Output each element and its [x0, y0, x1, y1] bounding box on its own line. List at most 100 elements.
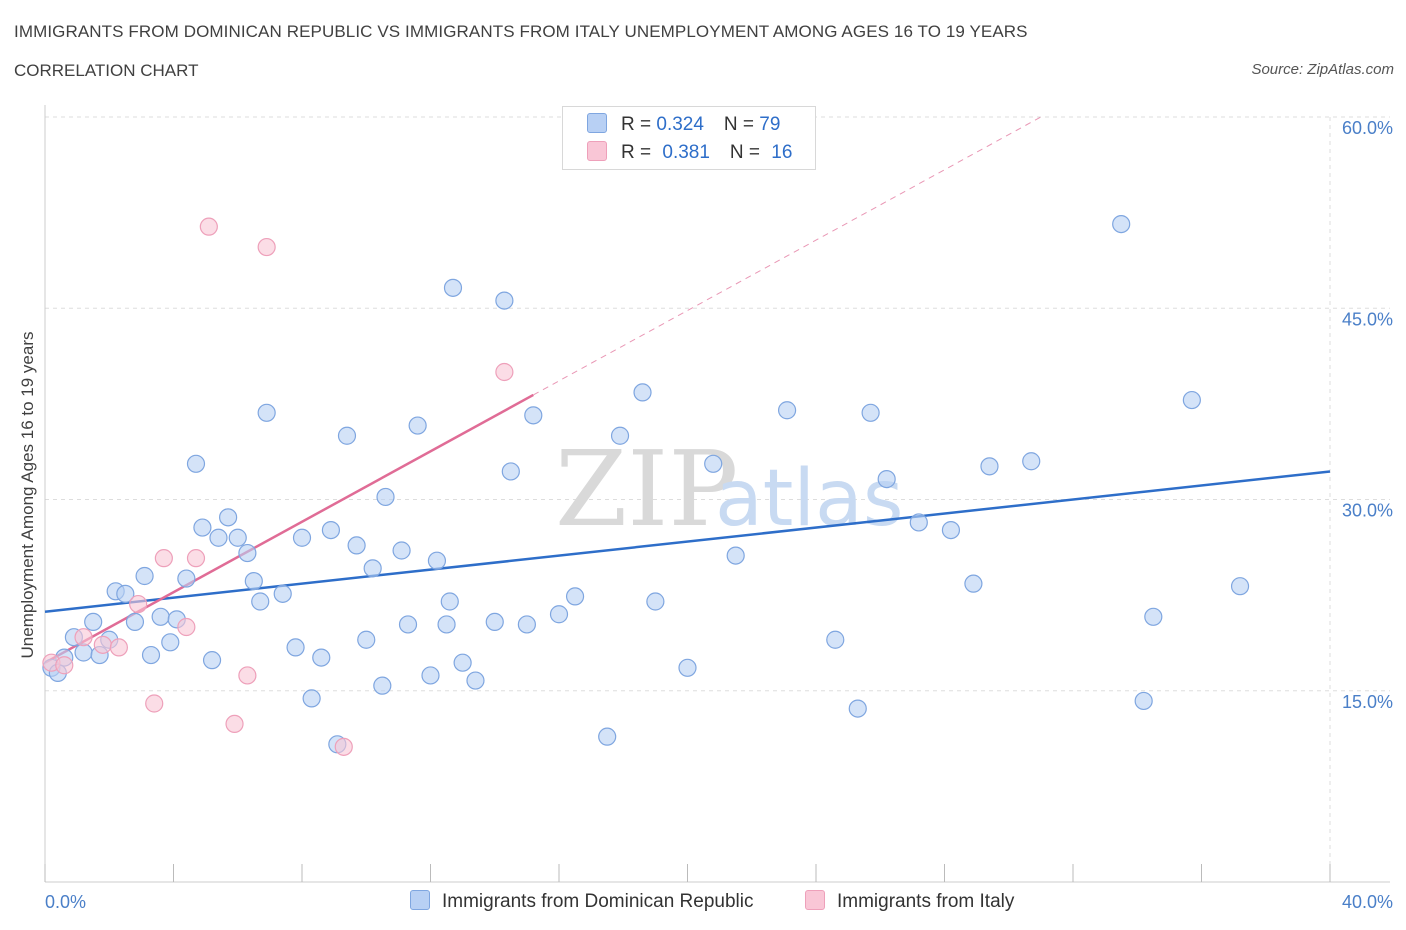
- legend-r-value: 0.381: [662, 142, 710, 163]
- point-dominican: [517, 615, 536, 634]
- legend-n-label: N =: [723, 114, 760, 135]
- bottom-legend-label: Immigrants from Dominican Republic: [442, 891, 754, 912]
- point-italy: [74, 628, 93, 647]
- point-italy: [238, 666, 257, 685]
- watermark-zip: ZIP: [555, 428, 738, 550]
- point-dominican: [219, 508, 238, 527]
- correlation-legend: R = 0.324 N = 79 R = 0.381 N = 16: [562, 106, 816, 170]
- point-dominican: [980, 457, 999, 476]
- point-italy: [495, 362, 514, 382]
- point-italy: [145, 694, 164, 713]
- point-dominican: [877, 470, 896, 489]
- point-dominican: [598, 727, 617, 746]
- point-dominican: [257, 403, 276, 422]
- point-italy: [109, 638, 128, 657]
- bottom-legend-swatch-pink: [805, 890, 825, 910]
- point-dominican: [495, 291, 514, 310]
- tick-labels: 15.0% 30.0% 45.0% 60.0% 0.0% 40.0%: [45, 118, 1393, 912]
- point-dominican: [244, 571, 263, 591]
- point-dominican: [408, 416, 427, 435]
- x-tick-label: 40.0%: [1342, 892, 1393, 912]
- point-dominican: [347, 536, 366, 555]
- point-italy: [199, 217, 218, 236]
- point-dominican: [273, 584, 292, 603]
- legend-swatch-blue: [587, 113, 607, 133]
- point-dominican: [286, 638, 305, 657]
- legend-swatch-pink: [587, 141, 607, 161]
- legend-r-value: 0.324: [656, 114, 704, 135]
- x-tick-label: 0.0%: [45, 892, 86, 912]
- bottom-legend-dominican: Immigrants from Dominican Republic: [410, 890, 754, 913]
- point-dominican: [861, 403, 880, 422]
- point-dominican: [251, 592, 270, 611]
- y-tick-label: 30.0%: [1342, 501, 1393, 521]
- point-italy: [129, 594, 148, 614]
- point-dominican: [186, 454, 206, 473]
- point-dominican: [646, 592, 665, 611]
- point-dominican: [141, 645, 161, 665]
- point-italy: [225, 714, 244, 734]
- y-axis-label: Unemployment Among Ages 16 to 19 years: [18, 332, 37, 659]
- point-dominican: [1022, 452, 1041, 471]
- chart-title: IMMIGRANTS FROM DOMINICAN REPUBLIC VS IM…: [14, 22, 1028, 41]
- point-dominican: [135, 566, 154, 586]
- legend-n-value: 16: [771, 142, 793, 163]
- point-dominican: [524, 406, 543, 425]
- point-dominican: [678, 658, 697, 677]
- point-dominican: [202, 651, 222, 670]
- point-dominican: [443, 278, 463, 297]
- point-dominican: [501, 462, 520, 481]
- point-dominican: [427, 551, 447, 570]
- point-dominican: [941, 520, 961, 540]
- point-dominican: [466, 671, 485, 690]
- point-italy: [186, 549, 206, 568]
- point-dominican: [125, 612, 145, 632]
- point-dominican: [610, 426, 630, 445]
- point-italy: [334, 737, 353, 756]
- point-dominican: [421, 666, 440, 685]
- point-dominican: [1230, 577, 1250, 596]
- point-dominican: [826, 630, 845, 649]
- legend-r-label: R =: [621, 142, 657, 163]
- bottom-legend-swatch-blue: [410, 890, 430, 910]
- point-dominican: [84, 612, 103, 632]
- point-dominican: [376, 487, 395, 507]
- y-tick-label: 15.0%: [1342, 692, 1393, 712]
- point-dominican: [1112, 215, 1131, 234]
- point-dominican: [1144, 607, 1163, 626]
- watermark: ZIP atlas: [555, 428, 904, 550]
- legend-n-value: 79: [759, 114, 781, 135]
- point-dominican: [848, 699, 867, 718]
- point-dominican: [726, 546, 745, 565]
- point-italy: [177, 617, 196, 637]
- point-dominican: [373, 676, 392, 695]
- point-dominican: [312, 648, 331, 667]
- point-italy: [93, 635, 112, 654]
- trend-line-italy: [44, 393, 534, 664]
- y-tick-label: 45.0%: [1342, 309, 1393, 329]
- point-dominican: [549, 605, 569, 624]
- point-dominican: [440, 592, 459, 611]
- data-points: [42, 215, 1250, 756]
- point-dominican: [453, 653, 472, 672]
- point-dominican: [363, 559, 382, 578]
- point-dominican: [1182, 390, 1201, 410]
- point-dominican: [292, 528, 312, 547]
- trend-lines: [44, 116, 1331, 664]
- chart-subtitle: CORRELATION CHART: [14, 61, 199, 80]
- legend-n-label: N =: [729, 142, 766, 163]
- y-tick-label: 60.0%: [1342, 118, 1393, 138]
- point-dominican: [74, 643, 93, 662]
- point-italy: [55, 656, 74, 675]
- point-dominican: [777, 401, 797, 420]
- trend-line-italy-extension: [533, 116, 1042, 396]
- point-dominican: [964, 574, 983, 593]
- point-dominican: [437, 615, 456, 634]
- point-dominican: [151, 607, 170, 626]
- point-dominican: [565, 587, 585, 606]
- point-dominican: [1134, 691, 1153, 711]
- point-dominican: [485, 612, 504, 632]
- bottom-legend-italy: Immigrants from Italy: [805, 890, 1014, 913]
- point-dominican: [302, 689, 321, 708]
